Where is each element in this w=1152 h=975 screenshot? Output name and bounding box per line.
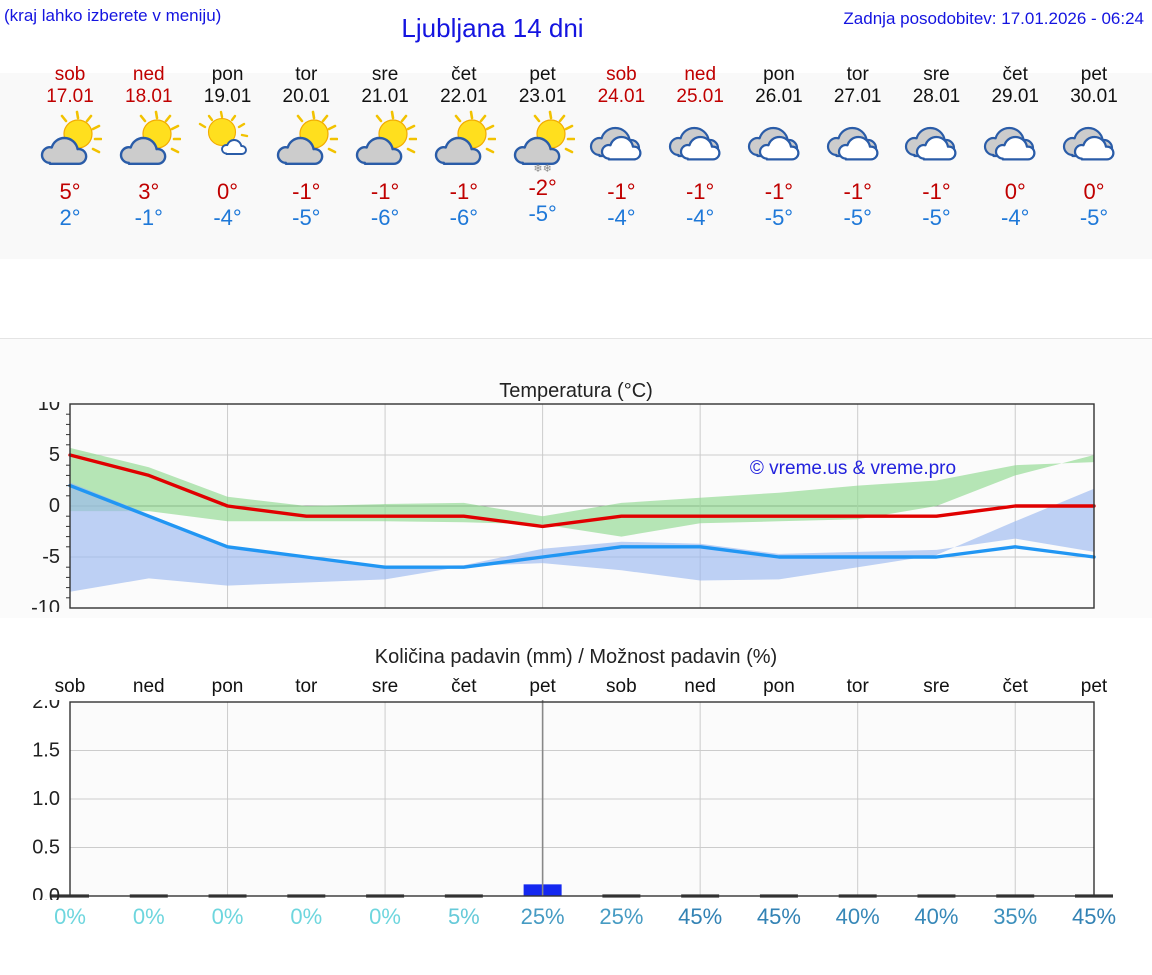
svg-text:10: 10	[38, 402, 60, 415]
svg-text:-5: -5	[42, 546, 60, 568]
svg-text:1.5: 1.5	[32, 740, 60, 762]
svg-text:5: 5	[49, 444, 60, 466]
svg-text:1.0: 1.0	[32, 788, 60, 810]
svg-text:0.5: 0.5	[32, 837, 60, 859]
svg-text:-10: -10	[31, 597, 60, 612]
svg-text:0.0: 0.0	[32, 885, 60, 900]
svg-text:2.0: 2.0	[32, 700, 60, 713]
svg-text:© vreme.us & vreme.pro: © vreme.us & vreme.pro	[750, 458, 956, 479]
svg-text:0: 0	[49, 495, 60, 517]
